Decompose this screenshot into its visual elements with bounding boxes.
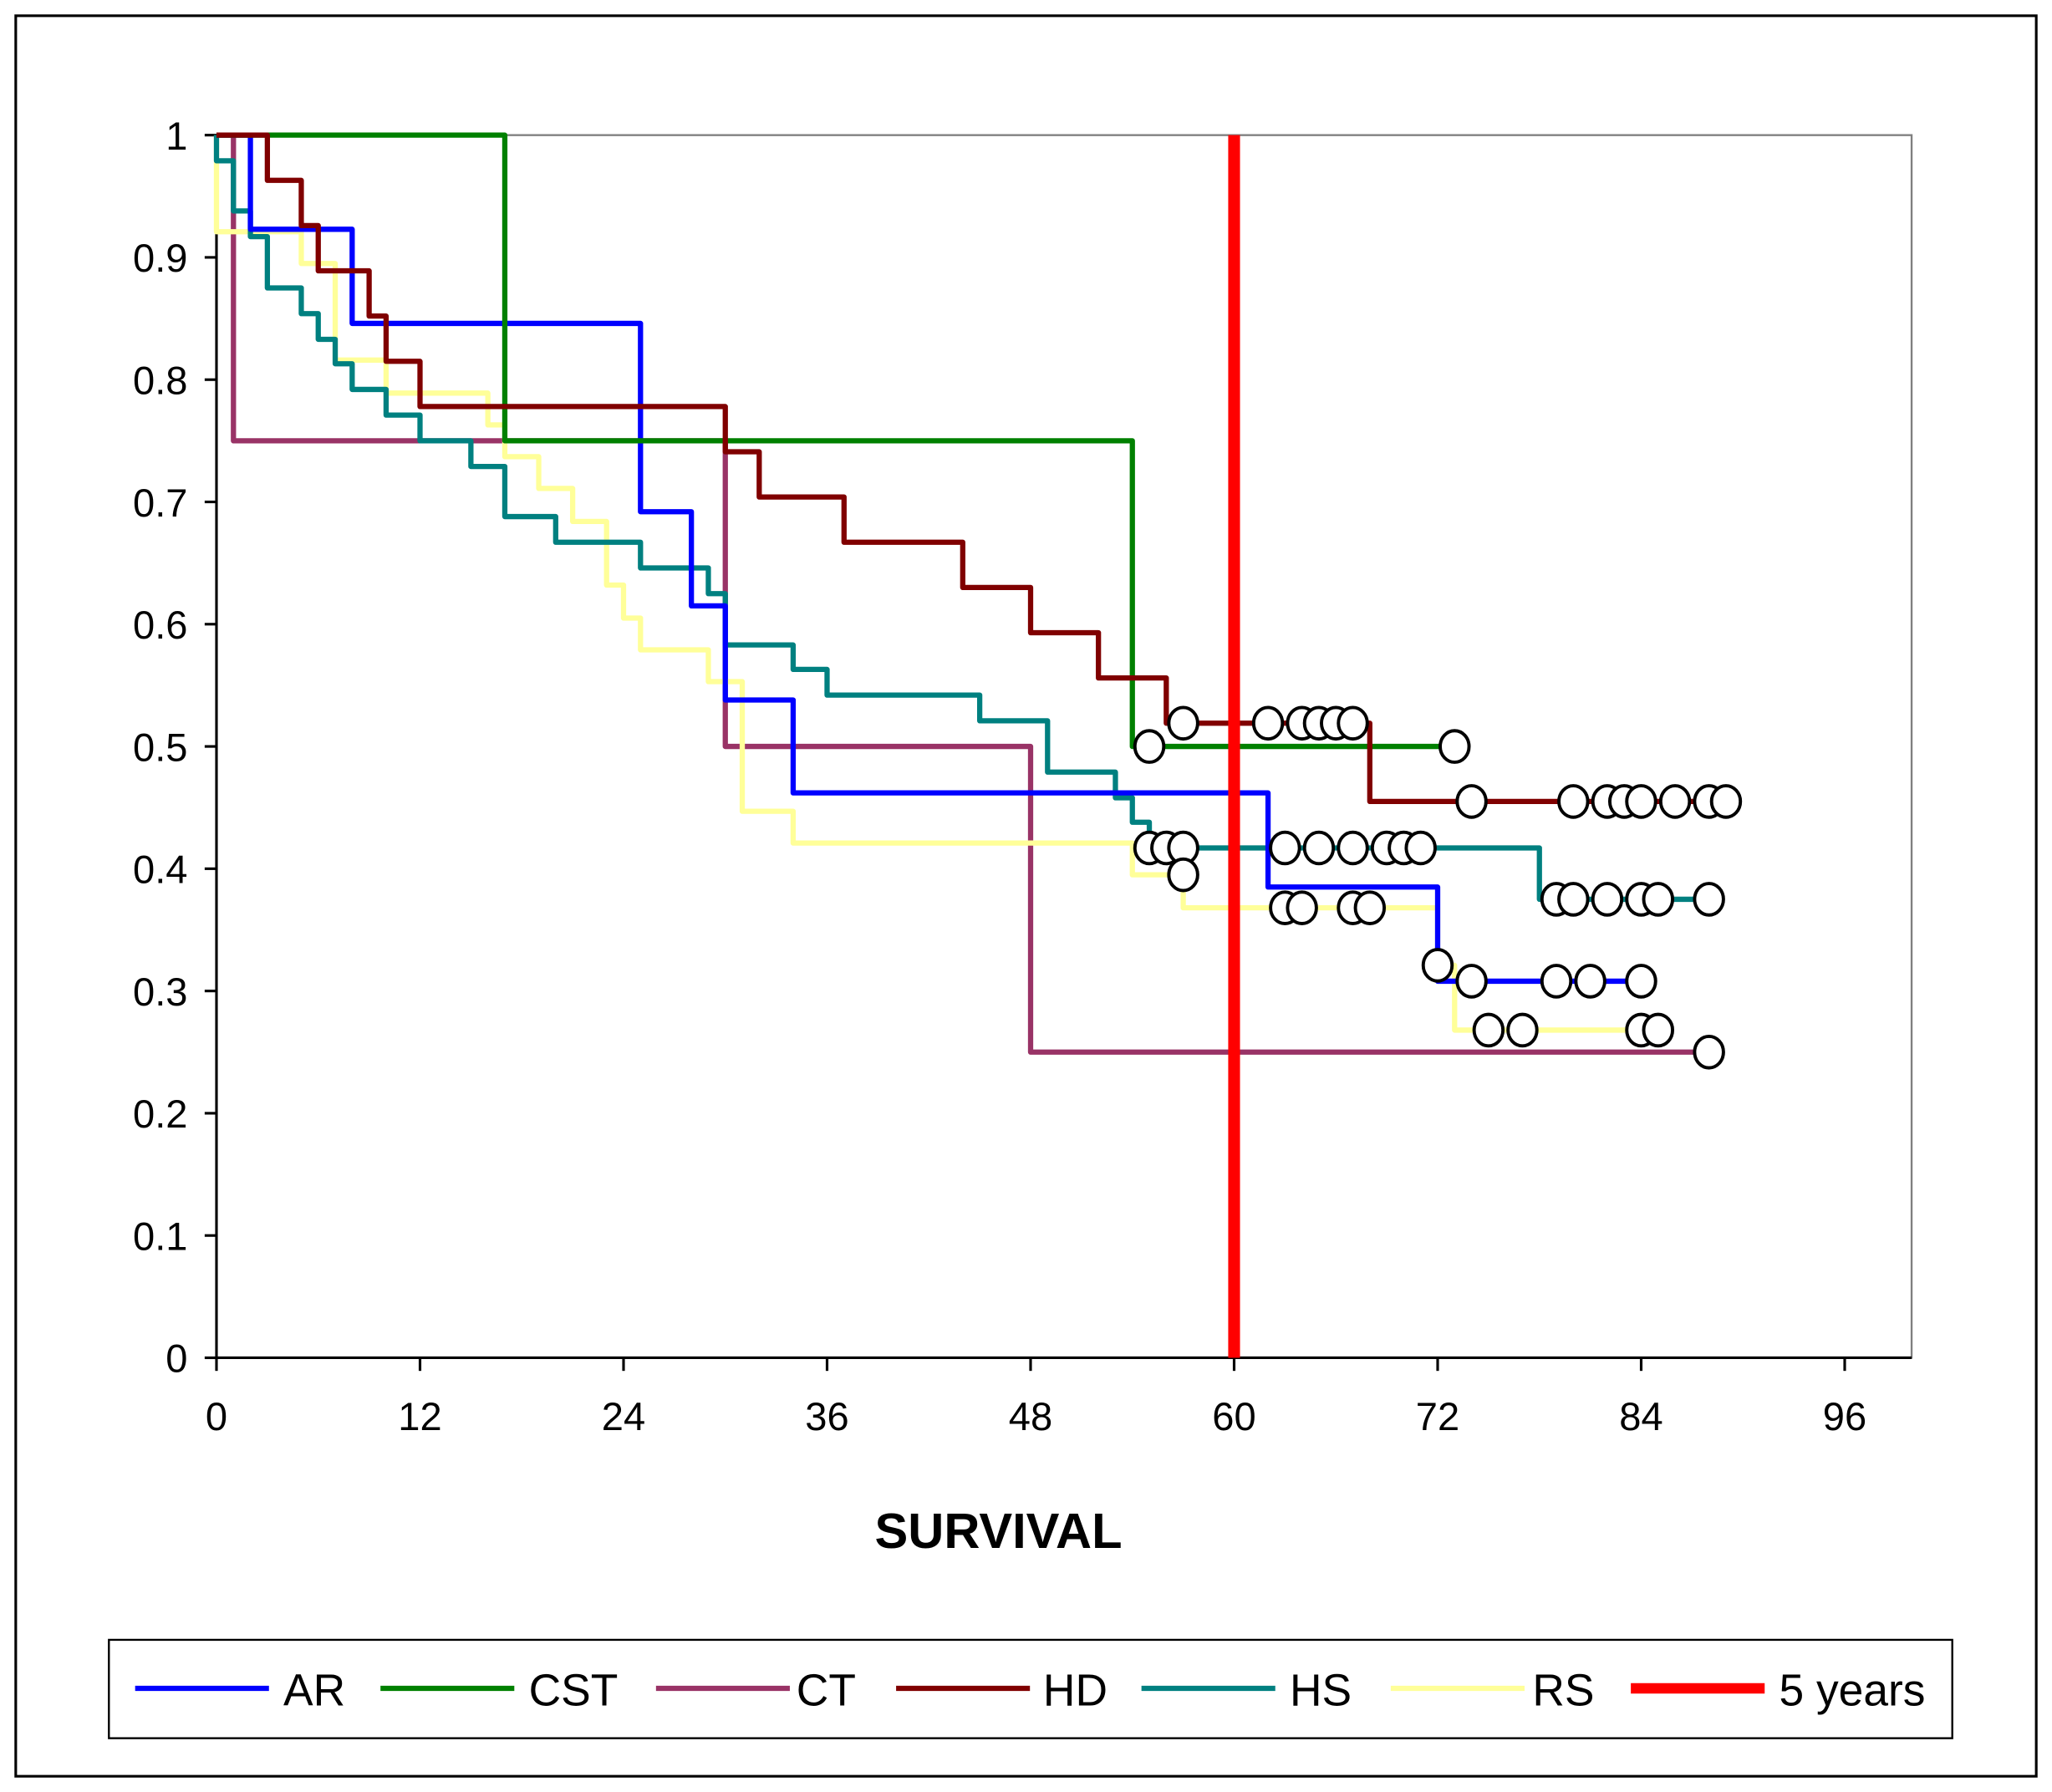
censor-marker-cst (1438, 729, 1471, 764)
x-tick-label: 84 (1619, 1394, 1662, 1438)
x-tick-label: 72 (1416, 1394, 1459, 1438)
censor-marker-rs (1353, 890, 1387, 925)
y-tick-label: 0.4 (133, 848, 187, 892)
series-line-cst (216, 132, 1455, 750)
censor-marker-hd (1625, 784, 1657, 819)
censor-marker-ct (1693, 1034, 1725, 1070)
legend-label: HS (1290, 1666, 1352, 1715)
legend-label: AR (283, 1666, 345, 1715)
y-tick-label: 0.1 (133, 1214, 187, 1258)
censor-marker-hs (1404, 830, 1437, 866)
censor-marker-ar (1540, 964, 1573, 999)
y-tick-label: 0.7 (133, 481, 187, 525)
x-axis-label: SURVIVAL (875, 1503, 1123, 1559)
censor-marker-hs (1642, 882, 1675, 917)
censor-marker-rs (1421, 948, 1454, 983)
censor-marker-hd (1709, 784, 1743, 819)
legend-label: CST (529, 1666, 619, 1715)
censor-marker-ar (1455, 964, 1488, 999)
x-tick-label: 36 (805, 1394, 848, 1438)
censor-marker-ar (1625, 964, 1657, 999)
censor-marker-hs (1269, 830, 1301, 866)
censor-marker-hd (1455, 784, 1488, 819)
y-tick-label: 0.8 (133, 358, 187, 402)
censor-marker-cst (1133, 729, 1166, 764)
censor-marker-hd (1167, 705, 1199, 741)
censor-marker-rs (1286, 890, 1318, 925)
x-tick-label: 96 (1823, 1394, 1866, 1438)
legend-label: HD (1043, 1666, 1107, 1715)
y-tick-label: 0 (165, 1336, 187, 1381)
series-line-hd (216, 132, 1726, 805)
censor-marker-rs (1506, 1012, 1539, 1048)
series-line-ar (216, 132, 1642, 985)
censor-marker-rs (1472, 1012, 1505, 1048)
y-tick-label: 0.2 (133, 1092, 187, 1136)
censor-marker-rs (1642, 1012, 1675, 1048)
x-tick-label: 48 (1009, 1394, 1052, 1438)
y-tick-label: 1 (165, 114, 187, 158)
x-tick-label: 12 (398, 1394, 441, 1438)
censor-marker-hs (1337, 830, 1369, 866)
legend-label: CT (797, 1666, 856, 1715)
censor-marker-hs (1693, 882, 1725, 917)
censor-marker-hs (1302, 830, 1336, 866)
y-tick-label: 0.3 (133, 970, 187, 1014)
censor-marker-hs (1591, 882, 1624, 917)
x-tick-label: 60 (1212, 1394, 1255, 1438)
censor-marker-hd (1251, 705, 1285, 741)
y-tick-label: 0.9 (133, 236, 187, 280)
censor-marker-hd (1658, 784, 1692, 819)
y-tick-label: 0.5 (133, 725, 187, 769)
x-tick-label: 24 (602, 1394, 645, 1438)
censor-marker-hs (1557, 882, 1590, 917)
censor-marker-hd (1337, 705, 1369, 741)
y-tick-label: 0.6 (133, 603, 187, 647)
censor-marker-rs (1167, 857, 1199, 893)
legend-label: RS (1532, 1666, 1594, 1715)
x-tick-label: 0 (206, 1394, 227, 1438)
legend-label: 5 years (1780, 1666, 1926, 1715)
censor-marker-ar (1574, 964, 1606, 999)
plot-area (215, 134, 1913, 1359)
censor-marker-hd (1557, 784, 1590, 819)
series-line-hs (213, 135, 1709, 903)
